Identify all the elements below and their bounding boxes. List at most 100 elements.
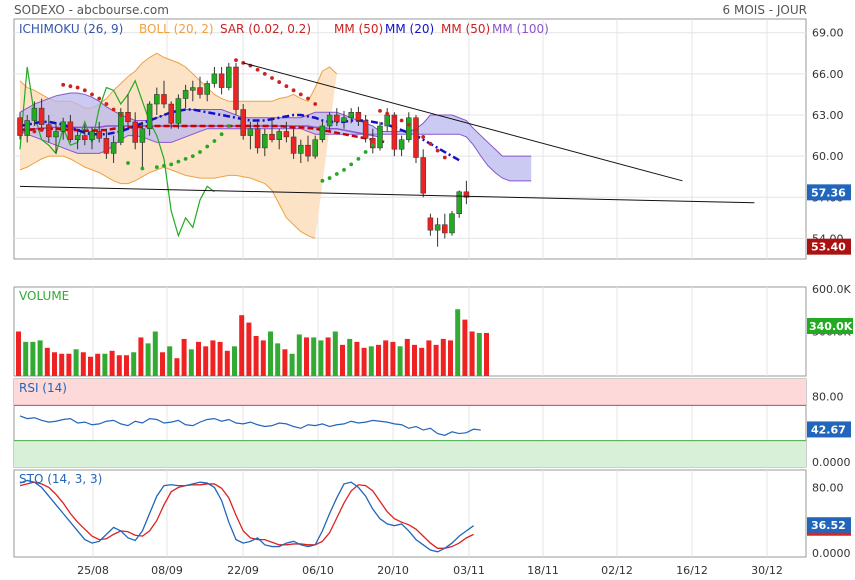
price-tick-label: 63.00	[812, 109, 844, 122]
candle-body	[103, 138, 110, 154]
volume-bar	[174, 358, 180, 376]
bollinger-lower	[19, 155, 316, 239]
candle-body	[240, 109, 246, 136]
sar-dot	[82, 88, 87, 93]
candle-body	[413, 117, 419, 158]
volume-bar	[196, 341, 201, 376]
volume-bar	[419, 347, 425, 376]
volume-bar	[304, 337, 309, 376]
panel-frame-1	[13, 286, 807, 377]
legend-item: ICHIMOKU (26, 9)	[19, 22, 123, 36]
candle-body	[406, 117, 412, 140]
sar-dot	[104, 102, 109, 106]
candle-body	[341, 117, 347, 123]
candle-body	[24, 120, 30, 136]
volume-bar	[282, 349, 288, 376]
volume-bar	[44, 347, 50, 376]
sar-dot	[291, 88, 296, 93]
candle-body	[305, 144, 311, 157]
candle-body	[377, 125, 383, 149]
candle-body	[391, 114, 398, 150]
candle-body	[89, 131, 95, 140]
price-tick-label: 66.00	[812, 68, 844, 81]
x-tick-label: 22/09	[227, 564, 259, 577]
volume-bar	[95, 353, 101, 376]
volume-bar	[268, 331, 273, 376]
volume-bar	[289, 353, 295, 376]
sar-dot	[399, 118, 404, 123]
candle-body	[132, 121, 138, 143]
sar-dot	[97, 96, 102, 101]
sar-dot	[435, 148, 440, 153]
volume-bar	[210, 340, 216, 376]
sto-last-value: 36.52	[811, 519, 846, 532]
candle-body	[269, 133, 275, 140]
candle-body	[348, 112, 354, 118]
candle-body	[456, 191, 462, 214]
rsi-tick-label: 0.0000	[812, 456, 851, 469]
volume-bar	[37, 340, 43, 376]
rsi-overbought-zone	[14, 379, 806, 406]
volume-bar	[318, 340, 324, 376]
volume-bar	[145, 343, 151, 376]
candle-body	[449, 213, 455, 234]
volume-bar	[448, 340, 453, 376]
sar-dot	[262, 71, 267, 76]
volume-bar	[138, 337, 144, 376]
rsi-oversold-zone	[14, 440, 806, 467]
volume-bar	[354, 341, 360, 376]
sar-dot	[370, 143, 375, 148]
legend-item: SAR (0.02, 0.2)	[220, 22, 311, 36]
x-tick-label: 16/12	[676, 564, 708, 577]
candle-body	[276, 131, 282, 140]
volume-last-badge	[807, 318, 853, 334]
sar-dot	[284, 84, 289, 89]
volume-bar	[361, 347, 367, 376]
sar-dot	[118, 113, 123, 117]
volume-bar	[260, 340, 266, 376]
candle-body	[362, 120, 369, 139]
low-price-badge	[807, 238, 851, 255]
candle-body	[233, 66, 239, 110]
volume-bar	[296, 334, 302, 376]
candle-body	[218, 73, 225, 88]
panel-frame-3	[13, 469, 807, 558]
volume-bar	[397, 346, 403, 376]
sar-dot	[313, 102, 318, 106]
sto-k-line	[19, 479, 474, 553]
x-tick-label: 18/11	[527, 564, 559, 577]
sar-dot	[212, 139, 217, 143]
rsi-last-value: 42.67	[811, 423, 846, 436]
last-price-value: 57.36	[811, 186, 846, 199]
candle-body	[118, 112, 124, 143]
volume-bar	[433, 344, 439, 376]
candle-body	[197, 87, 203, 95]
sar-dot	[363, 150, 368, 154]
sar-dot	[234, 58, 238, 63]
volume-bar	[102, 353, 108, 376]
candle-body	[463, 191, 470, 198]
sar-dot	[140, 166, 145, 171]
volume-bar	[376, 344, 381, 376]
candle-body	[96, 131, 102, 139]
legend-item: MM (50)	[334, 22, 383, 36]
sar-dot	[298, 92, 303, 97]
volume-bar	[253, 335, 259, 376]
volume-tick-label: 600.0K	[812, 283, 851, 296]
rsi-last-badge	[807, 421, 851, 438]
candle-body	[442, 224, 448, 234]
candle-body	[67, 121, 74, 140]
candle-body	[161, 94, 167, 105]
candle-body	[204, 83, 210, 95]
sar-dot	[226, 124, 231, 128]
candle-body	[60, 121, 66, 132]
volume-bar	[52, 352, 57, 376]
sar-dot	[61, 82, 66, 87]
trendline	[19, 185, 755, 204]
volume-bar	[80, 352, 86, 376]
sar-dot	[421, 135, 426, 139]
volume-bar	[131, 352, 137, 376]
